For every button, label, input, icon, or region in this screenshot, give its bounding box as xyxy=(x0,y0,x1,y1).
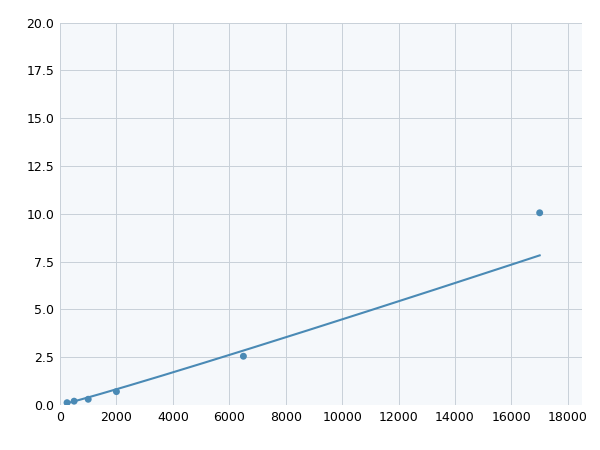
Point xyxy=(535,209,544,216)
Point xyxy=(62,399,72,406)
Point xyxy=(70,398,79,405)
Point xyxy=(239,353,248,360)
Point xyxy=(83,396,93,403)
Point xyxy=(112,388,121,395)
